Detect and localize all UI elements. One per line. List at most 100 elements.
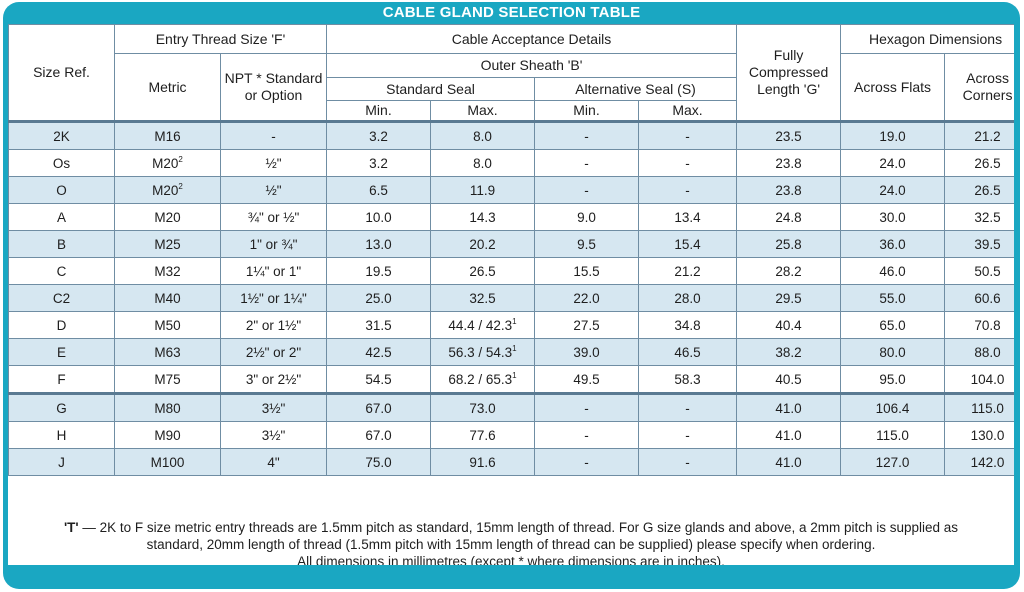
cell-alt-max: -: [637, 149, 738, 177]
cell-size: 2K: [8, 120, 115, 150]
cell-npt: 3½": [220, 392, 327, 422]
header-alt-max: Max.: [637, 100, 738, 122]
cell-length: 38.2: [736, 338, 842, 366]
cell-flats: 46.0: [840, 257, 946, 285]
header-size-ref: Size Ref.: [8, 24, 115, 122]
cell-alt-min: -: [534, 120, 639, 150]
table-row: 2K M16 - 3.2 8.0 - - 23.5 19.0 21.2: [8, 120, 1014, 150]
cell-size: J: [8, 448, 115, 476]
cell-alt-min: 9.5: [534, 230, 639, 258]
cell-std-max: 14.3: [430, 203, 535, 231]
cell-alt-max: -: [637, 392, 738, 422]
cell-std-min: 19.5: [326, 257, 431, 285]
cell-npt: 2" or 1½": [220, 311, 327, 339]
cell-length: 24.8: [736, 203, 842, 231]
cell-alt-max: -: [637, 120, 738, 150]
cell-flats: 106.4: [840, 392, 946, 422]
cell-length: 41.0: [736, 421, 842, 449]
header-metric: Metric: [114, 53, 221, 122]
cell-size: H: [8, 421, 115, 449]
header-compressed-length: Fully Compressed Length 'G': [736, 24, 842, 122]
header-across-flats: Across Flats: [840, 53, 946, 122]
header-npt: NPT * Standard or Option: [220, 53, 327, 122]
cell-metric: M40: [114, 284, 221, 312]
cell-length: 41.0: [736, 392, 842, 422]
table-frame: CABLE GLAND SELECTION TABLE Size Ref. En…: [3, 2, 1020, 589]
header-std-max: Max.: [430, 100, 535, 122]
table-row: Os M202 ½" 3.2 8.0 - - 23.8 24.0 26.5: [8, 149, 1014, 177]
cell-alt-max: -: [637, 421, 738, 449]
gland-selection-table: Size Ref. Entry Thread Size 'F' Cable Ac…: [8, 24, 1014, 476]
cell-std-min: 67.0: [326, 392, 431, 422]
cell-npt: 1" or ¾": [220, 230, 327, 258]
cell-length: 28.2: [736, 257, 842, 285]
cell-metric: M32: [114, 257, 221, 285]
cell-std-max: 11.9: [430, 176, 535, 204]
cell-alt-max: 13.4: [637, 203, 738, 231]
table-row: C2 M40 1½" or 1¼" 25.0 32.5 22.0 28.0 29…: [8, 284, 1014, 312]
header-across-corners: Across Corners: [944, 53, 1014, 122]
cell-flats: 30.0: [840, 203, 946, 231]
cell-metric: M202: [114, 149, 221, 177]
cell-flats: 24.0: [840, 149, 946, 177]
cell-std-max: 56.3 / 54.31: [430, 338, 535, 366]
cell-corners: 32.5: [944, 203, 1014, 231]
note-line-2: standard, 20mm length of thread (1.5mm p…: [146, 537, 876, 552]
cell-flats: 36.0: [840, 230, 946, 258]
cell-npt: 3" or 2½": [220, 365, 327, 394]
header-std-min: Min.: [326, 100, 431, 122]
cell-alt-max: 28.0: [637, 284, 738, 312]
cell-std-max: 68.2 / 65.31: [430, 365, 535, 394]
cell-std-max: 8.0: [430, 149, 535, 177]
cell-metric: M16: [114, 120, 221, 150]
cell-flats: 19.0: [840, 120, 946, 150]
cell-npt: 1½" or 1¼": [220, 284, 327, 312]
cell-std-max: 77.6: [430, 421, 535, 449]
cell-npt: 3½": [220, 421, 327, 449]
cell-corners: 88.0: [944, 338, 1014, 366]
cell-size: O: [8, 176, 115, 204]
cell-std-min: 3.2: [326, 149, 431, 177]
cell-flats: 80.0: [840, 338, 946, 366]
header-entry-thread: Entry Thread Size 'F': [114, 24, 327, 54]
cell-corners: 26.5: [944, 176, 1014, 204]
cell-metric: M50: [114, 311, 221, 339]
cell-length: 23.5: [736, 120, 842, 150]
cell-npt: -: [220, 120, 327, 150]
table-row: F M75 3" or 2½" 54.5 68.2 / 65.31 49.5 5…: [8, 365, 1014, 394]
cell-std-min: 6.5: [326, 176, 431, 204]
cell-std-min: 10.0: [326, 203, 431, 231]
cell-npt: ¾" or ½": [220, 203, 327, 231]
cell-flats: 55.0: [840, 284, 946, 312]
cell-corners: 130.0: [944, 421, 1014, 449]
cell-alt-min: 22.0: [534, 284, 639, 312]
table-row: E M63 2½" or 2" 42.5 56.3 / 54.31 39.0 4…: [8, 338, 1014, 366]
cell-metric: M80: [114, 392, 221, 422]
cell-alt-max: 58.3: [637, 365, 738, 394]
cell-std-min: 67.0: [326, 421, 431, 449]
cell-alt-min: 15.5: [534, 257, 639, 285]
cell-length: 41.0: [736, 448, 842, 476]
note-line-3: All dimensions in millimetres (except * …: [297, 554, 725, 565]
cell-std-min: 75.0: [326, 448, 431, 476]
header-alt-min: Min.: [534, 100, 639, 122]
cell-corners: 104.0: [944, 365, 1014, 394]
cell-std-min: 3.2: [326, 120, 431, 150]
table-row: C M32 1¼" or 1" 19.5 26.5 15.5 21.2 28.2…: [8, 257, 1014, 285]
cell-metric: M90: [114, 421, 221, 449]
note-marker: 'T': [63, 520, 79, 535]
cell-corners: 115.0: [944, 392, 1014, 422]
table-row: D M50 2" or 1½" 31.5 44.4 / 42.31 27.5 3…: [8, 311, 1014, 339]
cell-std-max: 20.2: [430, 230, 535, 258]
cell-flats: 95.0: [840, 365, 946, 394]
cell-std-min: 25.0: [326, 284, 431, 312]
cell-alt-max: -: [637, 176, 738, 204]
cell-alt-max: 15.4: [637, 230, 738, 258]
cell-metric: M75: [114, 365, 221, 394]
cell-size: D: [8, 311, 115, 339]
cell-size: Os: [8, 149, 115, 177]
cell-size: E: [8, 338, 115, 366]
table-body: 2K M16 - 3.2 8.0 - - 23.5 19.0 21.2 Os M…: [8, 120, 1014, 476]
cell-alt-max: 46.5: [637, 338, 738, 366]
cell-size: B: [8, 230, 115, 258]
